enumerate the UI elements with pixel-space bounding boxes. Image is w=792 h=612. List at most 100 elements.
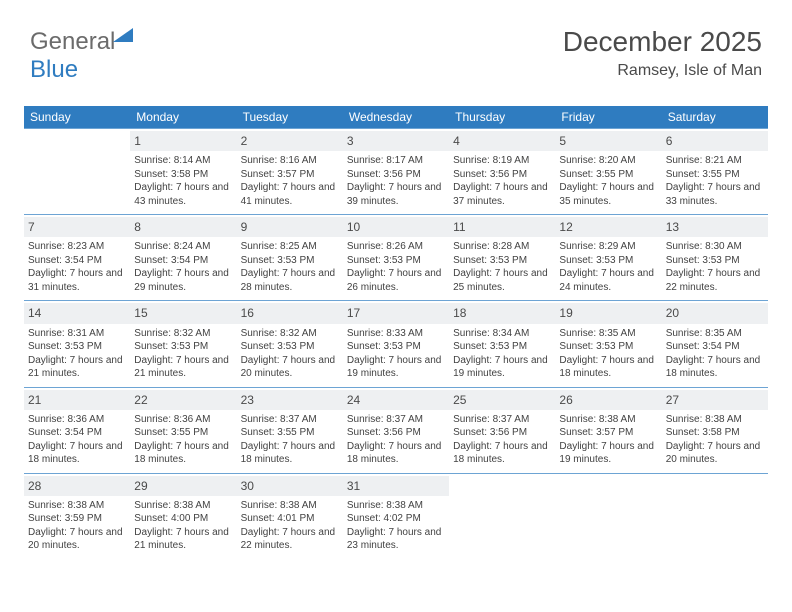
sunset-line: Sunset: 3:53 PM [559,254,657,268]
calendar-day-cell: 14Sunrise: 8:31 AMSunset: 3:53 PMDayligh… [24,301,130,387]
sunrise-line: Sunrise: 8:26 AM [347,240,445,254]
daylight-line: Daylight: 7 hours and 19 minutes. [347,354,445,381]
daylight-line: Daylight: 7 hours and 20 minutes. [28,526,126,553]
sunrise-line: Sunrise: 8:38 AM [347,499,445,513]
daylight-line: Daylight: 7 hours and 18 minutes. [453,440,551,467]
sunrise-line: Sunrise: 8:38 AM [134,499,232,513]
sunset-line: Sunset: 3:53 PM [666,254,764,268]
daylight-line: Daylight: 7 hours and 22 minutes. [241,526,339,553]
day-header: Saturday [662,106,768,129]
daylight-line: Daylight: 7 hours and 37 minutes. [453,181,551,208]
daylight-line: Daylight: 7 hours and 39 minutes. [347,181,445,208]
sunset-line: Sunset: 3:59 PM [28,512,126,526]
day-number: 23 [237,390,343,410]
sunrise-line: Sunrise: 8:36 AM [134,413,232,427]
sunrise-line: Sunrise: 8:32 AM [241,327,339,341]
calendar-table: SundayMondayTuesdayWednesdayThursdayFrid… [24,106,768,559]
calendar-day-cell: 23Sunrise: 8:37 AMSunset: 3:55 PMDayligh… [237,387,343,473]
daylight-line: Daylight: 7 hours and 18 minutes. [666,354,764,381]
calendar-day-cell: 24Sunrise: 8:37 AMSunset: 3:56 PMDayligh… [343,387,449,473]
day-number: 24 [343,390,449,410]
sunrise-line: Sunrise: 8:37 AM [347,413,445,427]
sunset-line: Sunset: 3:53 PM [347,254,445,268]
day-header: Friday [555,106,661,129]
daylight-line: Daylight: 7 hours and 29 minutes. [134,267,232,294]
brand-part2: Blue [30,56,78,83]
sunrise-line: Sunrise: 8:30 AM [666,240,764,254]
sunrise-line: Sunrise: 8:20 AM [559,154,657,168]
sunset-line: Sunset: 3:58 PM [134,168,232,182]
calendar-empty-cell [662,473,768,559]
sunrise-line: Sunrise: 8:24 AM [134,240,232,254]
calendar-day-cell: 12Sunrise: 8:29 AMSunset: 3:53 PMDayligh… [555,215,661,301]
sunrise-line: Sunrise: 8:19 AM [453,154,551,168]
sunset-line: Sunset: 4:00 PM [134,512,232,526]
day-number: 19 [555,303,661,323]
sunrise-line: Sunrise: 8:38 AM [559,413,657,427]
calendar-day-cell: 7Sunrise: 8:23 AMSunset: 3:54 PMDaylight… [24,215,130,301]
sunset-line: Sunset: 3:54 PM [666,340,764,354]
day-header: Monday [130,106,236,129]
daylight-line: Daylight: 7 hours and 26 minutes. [347,267,445,294]
calendar-day-cell: 3Sunrise: 8:17 AMSunset: 3:56 PMDaylight… [343,129,449,215]
calendar-day-cell: 2Sunrise: 8:16 AMSunset: 3:57 PMDaylight… [237,129,343,215]
day-number: 18 [449,303,555,323]
calendar-day-cell: 21Sunrise: 8:36 AMSunset: 3:54 PMDayligh… [24,387,130,473]
sunrise-line: Sunrise: 8:35 AM [559,327,657,341]
calendar-day-cell: 18Sunrise: 8:34 AMSunset: 3:53 PMDayligh… [449,301,555,387]
day-number: 13 [662,217,768,237]
day-header: Sunday [24,106,130,129]
sunset-line: Sunset: 3:55 PM [559,168,657,182]
day-number: 7 [24,217,130,237]
calendar-day-cell: 16Sunrise: 8:32 AMSunset: 3:53 PMDayligh… [237,301,343,387]
day-number: 30 [237,476,343,496]
calendar-day-cell: 19Sunrise: 8:35 AMSunset: 3:53 PMDayligh… [555,301,661,387]
calendar-day-cell: 4 Sunrise: 8:19 AMSunset: 3:56 PMDaylight… [449,129,555,215]
daylight-line: Daylight: 7 hours and 31 minutes. [28,267,126,294]
calendar-day-cell: 30Sunrise: 8:38 AMSunset: 4:01 PMDayligh… [237,473,343,559]
calendar-header-row: SundayMondayTuesdayWednesdayThursdayFrid… [24,106,768,129]
day-number: 10 [343,217,449,237]
day-number: 5 [555,131,661,151]
day-number: 9 [237,217,343,237]
daylight-line: Daylight: 7 hours and 28 minutes. [241,267,339,294]
daylight-line: Daylight: 7 hours and 18 minutes. [347,440,445,467]
day-number: 29 [130,476,236,496]
day-number: 3 [343,131,449,151]
sunrise-line: Sunrise: 8:31 AM [28,327,126,341]
daylight-line: Daylight: 7 hours and 22 minutes. [666,267,764,294]
sunset-line: Sunset: 3:53 PM [453,340,551,354]
daylight-line: Daylight: 7 hours and 35 minutes. [559,181,657,208]
calendar-day-cell: 8Sunrise: 8:24 AMSunset: 3:54 PMDaylight… [130,215,236,301]
daylight-line: Daylight: 7 hours and 19 minutes. [453,354,551,381]
sunset-line: Sunset: 3:53 PM [241,254,339,268]
calendar-empty-cell [555,473,661,559]
day-number: 28 [24,476,130,496]
calendar-day-cell: 17Sunrise: 8:33 AMSunset: 3:53 PMDayligh… [343,301,449,387]
sunrise-line: Sunrise: 8:38 AM [241,499,339,513]
calendar-day-cell: 22Sunrise: 8:36 AMSunset: 3:55 PMDayligh… [130,387,236,473]
day-number: 4 [449,131,555,151]
sunset-line: Sunset: 3:53 PM [134,340,232,354]
sunrise-line: Sunrise: 8:35 AM [666,327,764,341]
day-number: 25 [449,390,555,410]
daylight-line: Daylight: 7 hours and 41 minutes. [241,181,339,208]
daylight-line: Daylight: 7 hours and 19 minutes. [559,440,657,467]
sunset-line: Sunset: 3:53 PM [453,254,551,268]
day-number: 16 [237,303,343,323]
sunset-line: Sunset: 3:54 PM [28,426,126,440]
calendar-day-cell: 6Sunrise: 8:21 AMSunset: 3:55 PMDaylight… [662,129,768,215]
sunrise-line: Sunrise: 8:21 AM [666,154,764,168]
sunrise-line: Sunrise: 8:38 AM [28,499,126,513]
sunset-line: Sunset: 3:57 PM [241,168,339,182]
daylight-line: Daylight: 7 hours and 43 minutes. [134,181,232,208]
day-number: 1 [130,131,236,151]
sunset-line: Sunset: 3:56 PM [453,168,551,182]
brand-logo: General Blue [30,28,135,84]
calendar-day-cell: 26Sunrise: 8:38 AMSunset: 3:57 PMDayligh… [555,387,661,473]
sunrise-line: Sunrise: 8:37 AM [453,413,551,427]
daylight-line: Daylight: 7 hours and 18 minutes. [559,354,657,381]
sunrise-line: Sunrise: 8:23 AM [28,240,126,254]
sunset-line: Sunset: 3:58 PM [666,426,764,440]
day-header: Tuesday [237,106,343,129]
